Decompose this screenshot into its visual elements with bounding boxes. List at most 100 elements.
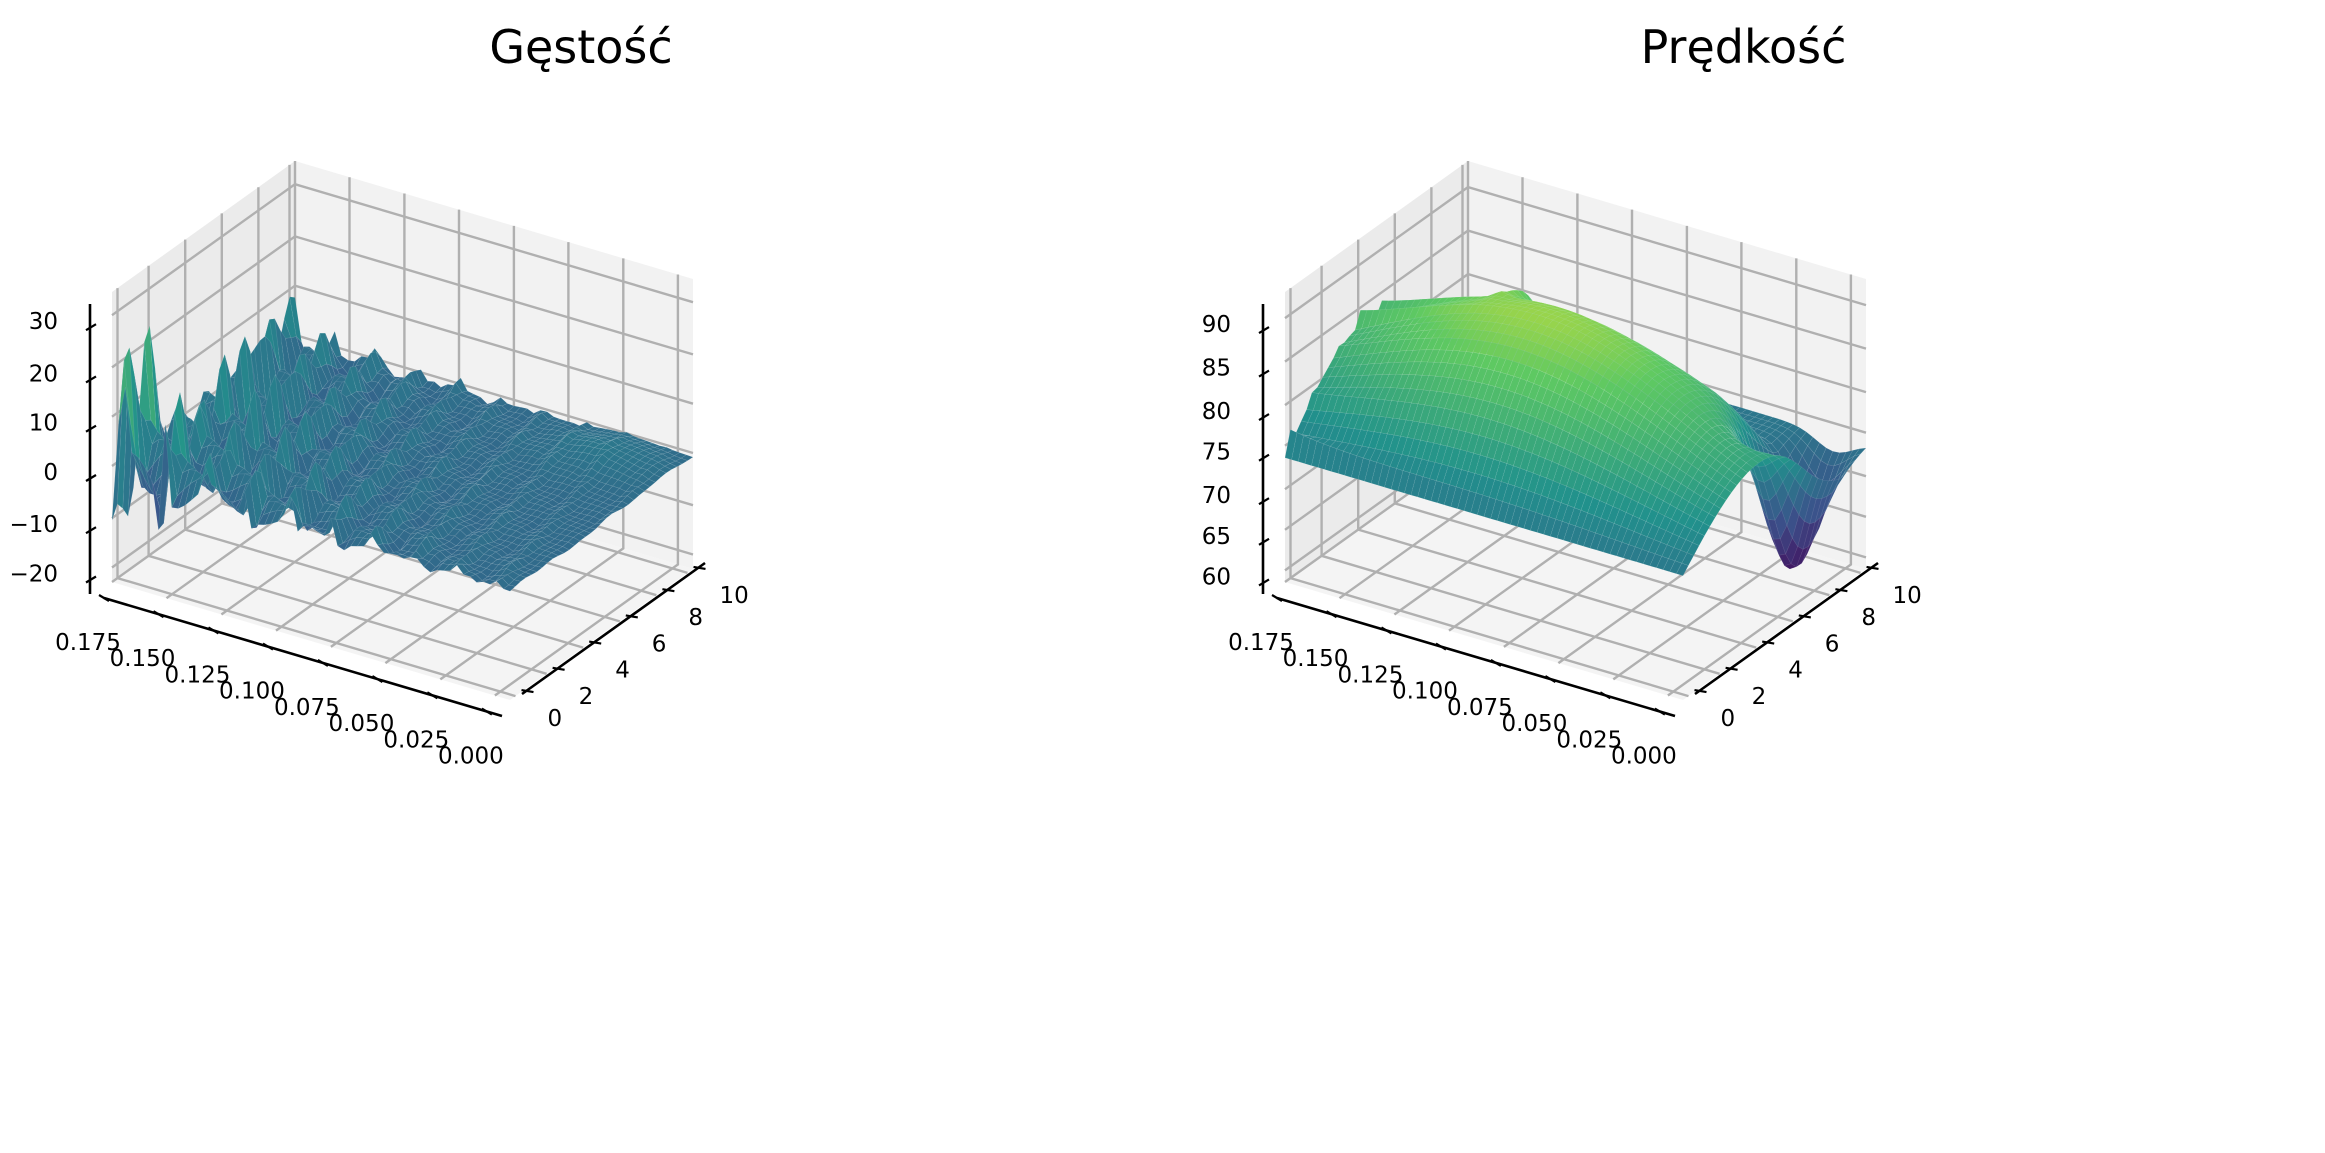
velocity-x-tick: [1380, 626, 1393, 635]
velocity-surface: [1284, 289, 1867, 577]
velocity-y-tick: [1762, 640, 1775, 645]
density-y-tick-label: 8: [688, 605, 703, 631]
density-y-tick: [552, 666, 565, 671]
density-y-gridline: [116, 288, 516, 698]
density-y-axis-line: [521, 561, 706, 696]
velocity-y-tick-label: 4: [1788, 658, 1803, 684]
velocity-y-tick: [1798, 614, 1811, 619]
velocity-z-tick: [1258, 497, 1270, 506]
velocity-x-tick-label: 0.100: [1392, 679, 1458, 705]
density-surface-facet: [562, 541, 576, 551]
velocity-z-tick: [1258, 326, 1270, 335]
velocity-x-tick-label: 0.000: [1611, 744, 1677, 770]
density-surface-plot: 0.1750.1500.1250.1000.0750.0500.0250.000…: [9, 161, 749, 770]
velocity-x-tick-label: 0.175: [1228, 630, 1294, 656]
velocity-surface-facet: [1735, 467, 1749, 480]
velocity-plot-title: Prędkość: [1640, 20, 1847, 74]
density-z-tick: [85, 323, 97, 332]
velocity-x-tick-label: 0.125: [1338, 662, 1404, 688]
density-y-tick: [662, 588, 675, 593]
density-x-tick-label: 0.100: [219, 679, 285, 705]
velocity-surface-facet: [1853, 447, 1867, 457]
density-x-tick-label: 0.150: [110, 646, 176, 672]
velocity-z-tick: [1258, 578, 1270, 587]
density-y-tick: [589, 640, 602, 645]
density-z-tick: [85, 575, 97, 584]
velocity-y-tick: [1694, 688, 1707, 694]
density-z-tick: [85, 526, 97, 535]
density-surface-facet: [610, 506, 624, 512]
velocity-z-tick: [1258, 413, 1270, 422]
velocity-y-gridline: [1289, 288, 1689, 698]
density-x-tick: [426, 691, 438, 700]
velocity-x-tick-label: 0.075: [1447, 695, 1513, 721]
density-surface-facet: [572, 533, 586, 542]
density-z-tick-label: −20: [9, 562, 58, 588]
density-z-tick-label: 0: [43, 460, 58, 486]
density-x-tick: [481, 707, 493, 716]
velocity-x-tick: [1325, 610, 1338, 619]
density-plot-title: Gęstość: [489, 20, 673, 74]
velocity-z-tick-label: 65: [1202, 524, 1231, 550]
velocity-z-tick-label: 85: [1202, 356, 1231, 382]
velocity-y-tick-label: 10: [1893, 583, 1922, 609]
density-x-tick: [152, 610, 165, 619]
velocity-surface-plot: 0.1750.1500.1250.1000.0750.0500.0250.000…: [1202, 161, 1922, 770]
density-surface-facet: [631, 486, 646, 496]
density-surface-facet: [578, 530, 592, 538]
density-z-tick-label: −10: [9, 512, 58, 538]
density-z-gridline: [111, 284, 694, 418]
density-y-tick: [521, 688, 534, 694]
density-surface-facet: [600, 513, 613, 521]
density-x-tick-label: 0.075: [274, 695, 340, 721]
density-z-tick-label: 30: [29, 309, 58, 335]
velocity-x-tick-label: 0.150: [1283, 646, 1349, 672]
density-surface-facet: [664, 463, 678, 470]
velocity-surface-facet: [1675, 562, 1689, 577]
density-y-tick-label: 6: [652, 631, 667, 657]
density-surface: [111, 296, 694, 592]
density-y-tick: [625, 614, 638, 619]
velocity-surface-facet: [1794, 466, 1808, 487]
density-z-gridline: [111, 235, 694, 369]
velocity-z-gridline: [1284, 229, 1867, 363]
velocity-x-tick: [1435, 642, 1447, 651]
density-x-tick-label: 0.000: [438, 744, 504, 770]
velocity-x-tick: [1490, 658, 1502, 667]
density-x-tick: [207, 626, 220, 635]
density-surface-facet: [502, 584, 517, 592]
velocity-z-tick-label: 90: [1202, 312, 1231, 338]
velocity-y-tick-label: 2: [1752, 684, 1767, 710]
velocity-x-tick: [1654, 707, 1666, 716]
density-z-tick: [85, 375, 97, 384]
density-y-tick-label: 10: [720, 583, 749, 609]
density-surface-facet: [669, 460, 683, 468]
velocity-x-tick: [1599, 691, 1611, 700]
density-surface-facet: [588, 522, 603, 529]
velocity-y-tick: [1866, 565, 1879, 571]
velocity-surface-facet: [1842, 460, 1856, 475]
velocity-y-tick: [1835, 588, 1848, 593]
density-surface-facet: [567, 537, 581, 546]
velocity-z-tick: [1258, 537, 1270, 546]
density-x-tick: [371, 675, 383, 684]
density-y-tick: [693, 565, 706, 571]
density-x-tick-label: 0.175: [55, 630, 121, 656]
density-y-tick-label: 0: [547, 706, 562, 732]
velocity-x-tick-label: 0.050: [1501, 711, 1567, 737]
velocity-z-tick-label: 75: [1202, 440, 1231, 466]
velocity-plot-panel: Prędkość 0.175 0.150 0.125 0.100 0.075 0.050 0…: [1162, 0, 2325, 1153]
density-y-tick-label: 4: [615, 658, 630, 684]
density-z-tick: [85, 424, 97, 433]
density-surface-facet: [615, 500, 629, 509]
density-y-gridline: [183, 239, 584, 649]
velocity-z-gridline: [1284, 185, 1867, 320]
velocity-z-tick-label: 70: [1202, 483, 1231, 509]
density-z-tick-label: 20: [29, 361, 58, 387]
velocity-y-tick-label: 6: [1825, 631, 1840, 657]
density-x-tick-label: 0.125: [165, 662, 231, 688]
velocity-z-tick-label: 80: [1202, 399, 1231, 425]
density-z-gridline: [111, 182, 694, 317]
velocity-x-tick-label: 0.025: [1556, 727, 1622, 753]
density-x-tick: [317, 658, 329, 667]
